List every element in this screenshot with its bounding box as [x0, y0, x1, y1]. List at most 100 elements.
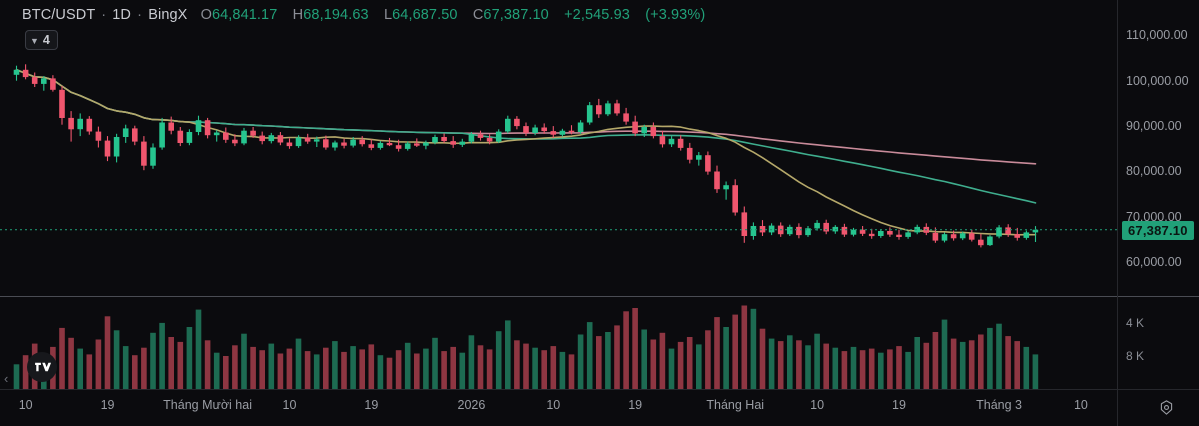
volume-bar	[104, 316, 111, 390]
volume-bar	[486, 349, 493, 390]
volume-bar	[996, 323, 1002, 390]
volume-bar	[650, 339, 657, 390]
candle-body	[550, 131, 557, 135]
candle-body	[841, 226, 848, 235]
volume-bar	[686, 337, 693, 390]
volume-bar	[332, 341, 338, 390]
left-chevron-icon[interactable]: ‹	[4, 371, 9, 386]
candle-body	[323, 139, 329, 148]
candle-body	[241, 130, 247, 144]
volume-bar	[777, 341, 784, 390]
price-tick: 60,000.00	[1126, 255, 1182, 270]
price-pane[interactable]	[0, 0, 1118, 296]
candle-body	[495, 131, 502, 142]
price-tick: 70,000.00	[1126, 209, 1182, 224]
candle-body	[59, 89, 65, 118]
candle-body	[77, 118, 83, 130]
price-tick: 110,000.00	[1126, 28, 1188, 43]
candle-body	[332, 142, 338, 148]
candle-body	[959, 233, 966, 239]
candle-body	[395, 145, 402, 149]
volume-bar	[241, 333, 247, 390]
symbol-label[interactable]: BTC/USDT	[22, 7, 96, 23]
volume-bar	[368, 344, 375, 390]
candle-body	[268, 135, 275, 142]
ma-count-label: 4	[42, 33, 50, 47]
time-scale[interactable]: 10 19 Tháng Mười hai 10 19 2026 10 19 Tháng Hai 1…	[0, 389, 1199, 426]
volume-bar	[605, 332, 611, 390]
volume-bar	[723, 327, 729, 390]
candle-body	[577, 122, 584, 132]
volume-bar	[896, 346, 902, 390]
volume-bar	[95, 339, 102, 390]
ma-count-badge[interactable]: ▼ 4	[25, 30, 58, 50]
candle-body	[941, 234, 948, 241]
volume-bar	[959, 341, 966, 390]
volume-bar	[113, 330, 120, 390]
volume-bar	[568, 354, 575, 390]
candle-body	[887, 231, 893, 235]
candle-body	[386, 142, 393, 146]
volume-bar	[414, 353, 420, 390]
time-tick: 10	[1073, 398, 1088, 412]
time-tick: 19	[100, 398, 115, 412]
volume-bar	[304, 351, 311, 390]
volume-bar	[277, 353, 284, 390]
volume-bar	[1032, 354, 1039, 390]
volume-bar	[750, 308, 757, 390]
candle-body	[686, 147, 693, 160]
time-tick: 10	[282, 398, 297, 412]
candle-body	[204, 120, 211, 136]
candle-body	[159, 122, 165, 148]
candle-body	[177, 130, 184, 143]
volume-bar	[141, 347, 147, 390]
time-tick: Tháng Mười hai	[163, 398, 252, 412]
candle-body	[668, 138, 675, 145]
time-tick: Tháng 3	[976, 398, 1022, 412]
candle-body	[213, 132, 220, 136]
candle-body	[486, 137, 493, 142]
volume-bar	[132, 355, 138, 390]
volume-bar	[495, 331, 502, 390]
chart-legend[interactable]: BTC/USDT · 1D · BingX O64,841.17 H68,194…	[22, 7, 705, 23]
volume-bar	[950, 338, 957, 390]
volume-bar	[696, 344, 702, 390]
exchange-label[interactable]: BingX	[148, 7, 188, 23]
interval-label[interactable]: 1D	[112, 7, 132, 23]
tradingview-logo[interactable]	[27, 352, 57, 382]
candle-body	[596, 105, 602, 115]
candle-body	[741, 212, 748, 236]
volume-bar	[532, 347, 538, 390]
volume-bar	[1023, 346, 1030, 390]
chart-settings-icon[interactable]	[1157, 398, 1175, 416]
volume-bar	[677, 341, 684, 390]
candle-body	[968, 233, 975, 240]
volume-bar	[122, 346, 129, 390]
time-tick: 10	[18, 398, 33, 412]
candle-body	[450, 141, 456, 145]
candle-body	[878, 231, 884, 236]
volume-bar	[741, 305, 748, 390]
volume-bar	[632, 308, 638, 390]
current-price-badge[interactable]: 67,387.10	[1122, 220, 1194, 240]
candle-body	[477, 134, 484, 138]
volume-bar	[159, 322, 165, 390]
chevron-down-icon[interactable]: ▼	[30, 35, 39, 46]
volume-bar	[195, 309, 202, 390]
candle-body	[414, 143, 420, 146]
pane-divider[interactable]	[0, 296, 1199, 297]
candle-body	[714, 171, 720, 190]
tradingview-logo-icon	[34, 362, 51, 371]
price-scale[interactable]: 110,000.00 100,000.00 90,000.00 80,000.00 70…	[1117, 0, 1199, 390]
time-tick: 19	[892, 398, 906, 412]
candle-body	[359, 139, 365, 145]
volume-pane[interactable]	[0, 299, 1118, 390]
volume-tick: 4 K	[1126, 315, 1145, 330]
volume-bar	[787, 335, 793, 390]
candle-body	[768, 225, 775, 233]
legend-separator-1: ·	[101, 7, 107, 23]
candle-body	[286, 142, 293, 147]
volume-bar	[714, 317, 720, 390]
open-value: 64,841.17	[211, 7, 278, 23]
